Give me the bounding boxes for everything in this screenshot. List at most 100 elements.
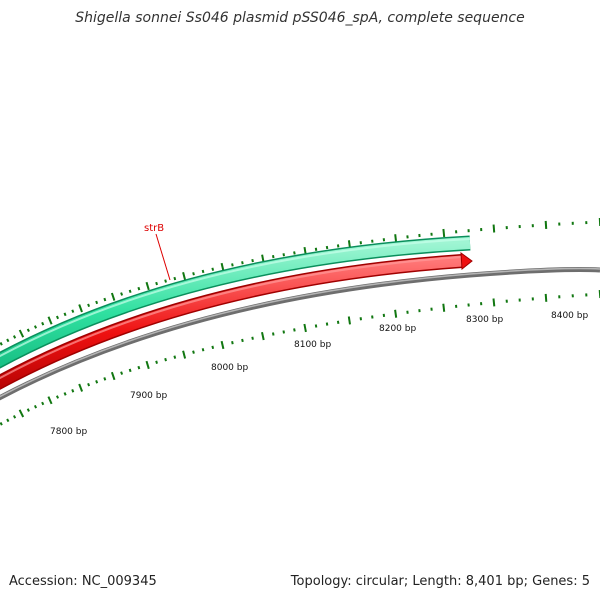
outer-ring-minor-tick: [241, 261, 244, 265]
inner-ring-minor-tick: [71, 389, 75, 393]
map-title: Shigella sonnei Ss046 plasmid pSS046_spA…: [75, 10, 525, 26]
inner-ring-major-tick: [492, 298, 496, 307]
outer-ring-major-tick: [18, 329, 25, 338]
inner-ring-minor-tick: [95, 380, 99, 384]
inner-ring-minor-tick: [201, 348, 205, 352]
outer-ring-minor-tick: [251, 258, 254, 263]
inner-ring-minor-tick: [211, 345, 215, 350]
outer-ring-minor-tick: [192, 272, 195, 276]
outer-ring-minor-tick: [87, 303, 91, 308]
outer-ring-minor-tick: [120, 292, 124, 296]
outer-ring-minor-tick: [128, 289, 132, 294]
inner-ring-minor-tick: [173, 355, 177, 359]
outer-ring-minor-tick: [336, 244, 340, 248]
outer-ring-major-tick: [182, 272, 187, 281]
inner-ring-minor-tick: [12, 415, 17, 419]
inner-ring-major-tick: [78, 383, 84, 392]
inner-ring-minor-tick: [325, 322, 329, 326]
inner-ring-major-tick: [303, 323, 307, 333]
outer-ring-minor-tick: [0, 342, 3, 346]
outer-ring-major-tick: [442, 228, 446, 238]
outer-ring-minor-tick: [201, 269, 205, 274]
inner-ring-major-tick: [544, 293, 548, 302]
inner-ring-minor-tick: [26, 408, 30, 412]
inner-ring-minor-tick: [103, 377, 107, 381]
inner-ring-major-tick: [394, 309, 398, 318]
outer-tick-ring: [0, 217, 600, 346]
outer-ring-major-tick: [78, 304, 83, 313]
outer-ring-minor-tick: [63, 312, 67, 317]
outer-ring-minor-tick: [164, 279, 167, 283]
outer-ring-minor-tick: [6, 338, 10, 343]
inner-ring-minor-tick: [231, 341, 234, 345]
outer-ring-minor-tick: [325, 245, 329, 250]
plasmid-backbone-highlight: [0, 267, 600, 398]
inner-ring-minor-tick: [336, 320, 340, 324]
inner-ring-minor-tick: [314, 324, 318, 328]
outer-ring-minor-tick: [282, 253, 285, 257]
bp-label-8300: 8300 bp: [466, 315, 503, 325]
outer-ring-major-tick: [492, 224, 496, 233]
outer-ring-minor-tick: [137, 286, 141, 291]
inner-ring-minor-tick: [41, 401, 45, 406]
outer-ring-major-tick: [220, 262, 225, 272]
bp-label-7800: 7800 bp: [50, 427, 87, 437]
summary-label: Topology: circular; Length: 8,401 bp; Ge…: [290, 574, 590, 589]
inner-ring-minor-tick: [282, 330, 285, 334]
outer-ring-major-tick: [47, 316, 53, 325]
bp-label-8400: 8400 bp: [551, 311, 588, 321]
inner-ring-minor-tick: [6, 418, 10, 423]
inner-ring-major-tick: [261, 331, 265, 341]
inner-ring-minor-tick: [55, 395, 60, 399]
bp-label-8000: 8000 bp: [211, 363, 248, 373]
inner-ring-minor-tick: [192, 350, 195, 354]
forward-gene-highlight: [0, 238, 471, 358]
outer-ring-minor-tick: [173, 276, 177, 281]
outer-ring-major-tick: [394, 234, 398, 243]
inner-tick-ring: [0, 289, 600, 426]
inner-ring-minor-tick: [164, 357, 167, 362]
inner-ring-major-tick: [18, 409, 25, 418]
outer-ring-major-tick: [110, 292, 116, 301]
inner-ring-major-tick: [347, 316, 351, 325]
outer-ring-minor-tick: [272, 255, 275, 259]
inner-ring-major-tick: [182, 350, 187, 359]
reverse-gene-highlight: [0, 256, 463, 380]
reverse-gene-arrowhead: [460, 251, 473, 270]
inner-ring-minor-tick: [137, 365, 141, 370]
inner-ring-minor-tick: [63, 392, 67, 396]
inner-ring-major-tick: [145, 360, 150, 370]
inner-ring-minor-tick: [0, 422, 3, 426]
forward-gene-track-fill: [0, 237, 471, 367]
inner-ring-major-tick: [47, 396, 53, 405]
bp-label-8100: 8100 bp: [294, 340, 331, 350]
accession-label: Accession: NC_009345: [9, 574, 157, 589]
outer-ring-minor-tick: [103, 297, 107, 302]
inner-ring-minor-tick: [241, 338, 244, 343]
gene-label-strb[interactable]: strB: [144, 223, 164, 234]
inner-ring-major-tick: [442, 303, 446, 312]
outer-ring-minor-tick: [211, 267, 215, 271]
bp-label-7900: 7900 bp: [130, 391, 167, 401]
plasmid-backbone: [0, 267, 600, 401]
inner-ring-minor-tick: [251, 336, 254, 340]
outer-ring-minor-tick: [12, 335, 17, 339]
inner-ring-minor-tick: [128, 368, 132, 373]
outer-ring-minor-tick: [155, 281, 158, 286]
gene-label-leader: [155, 233, 171, 281]
inner-ring-major-tick: [110, 371, 116, 381]
inner-ring-minor-tick: [293, 328, 296, 332]
outer-ring-minor-tick: [95, 300, 99, 305]
bp-label-8200: 8200 bp: [379, 324, 416, 334]
outer-ring-minor-tick: [293, 251, 296, 255]
outer-ring-major-tick: [544, 220, 548, 229]
inner-ring-minor-tick: [120, 371, 124, 375]
inner-ring-minor-tick: [272, 332, 275, 336]
inner-ring-minor-tick: [155, 360, 158, 364]
inner-ring-major-tick: [220, 340, 225, 350]
inner-ring-minor-tick: [33, 404, 38, 409]
outer-ring-minor-tick: [314, 247, 318, 251]
outer-ring-minor-tick: [71, 309, 75, 313]
outer-ring-minor-tick: [41, 321, 45, 326]
